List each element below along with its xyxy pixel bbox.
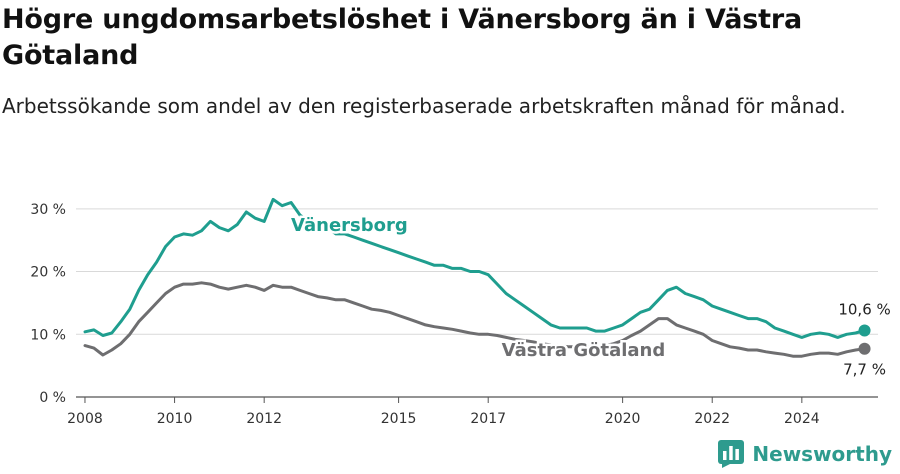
x-tick-label: 2020 [605,411,641,427]
x-tick-label: 2012 [246,411,282,427]
x-tick-label: 2022 [694,411,730,427]
brand: Newsworthy [718,440,892,468]
x-tick-label: 2024 [784,411,820,427]
series-name-label: Vänersborg [291,215,408,236]
y-axis: 0 % 10 % 20 % 30 % [30,202,66,406]
brand-name: Newsworthy [752,442,892,466]
series-lines [83,197,871,358]
series-line-vastra-gotaland [83,281,867,358]
end-value-label: 10,6 % [838,301,890,319]
chart-subtitle: Arbetssökande som andel av den registerb… [2,94,846,118]
x-tick-label: 2008 [67,411,103,427]
gridlines [76,208,878,398]
chart-title: Högre ungdomsarbetslöshet i Vänersborg ä… [2,4,803,71]
end-value-label: 7,7 % [843,361,886,379]
series-end-point [858,342,871,355]
x-axis: 2008 2010 2012 2015 2017 2020 2022 2024 [67,397,820,427]
series-line-vanersborg [83,197,867,339]
y-tick-label: 10 % [30,327,66,343]
series-labels: Vänersborg Västra Götaland 10,6 % 7,7 % [289,212,891,379]
bar-chart-logo-icon [718,440,745,468]
x-tick-label: 2010 [157,411,193,427]
x-tick-label: 2015 [381,411,417,427]
y-tick-label: 0 % [39,390,66,406]
y-tick-label: 30 % [30,202,66,218]
y-tick-label: 20 % [30,265,66,281]
x-tick-label: 2017 [470,411,506,427]
series-end-point [858,324,871,337]
series-name-label: Västra Götaland [502,340,666,361]
